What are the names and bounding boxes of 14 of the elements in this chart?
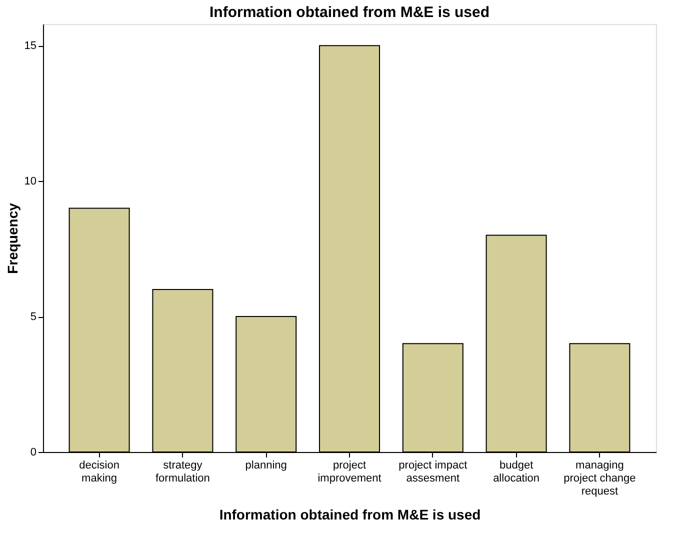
x-tick-label: project improvement <box>318 460 382 484</box>
x-tick-label: planning <box>245 460 287 472</box>
x-tick-label: decision making <box>79 460 120 484</box>
y-tick-label: 0 <box>30 446 36 458</box>
y-tick-label: 5 <box>30 311 36 324</box>
x-axis-title: Information obtained from M&E is used <box>219 506 481 522</box>
chart-title: Information obtained from M&E is used <box>209 4 490 21</box>
y-tick-label: 10 <box>24 176 36 188</box>
x-tick-label: managing project change request <box>564 460 636 498</box>
x-tick-label: project impact assesment <box>398 460 468 484</box>
y-tick-label: 15 <box>24 40 36 52</box>
x-tick-label: strategy formulation <box>155 460 210 484</box>
x-tick-label: budget allocation <box>493 460 540 484</box>
y-axis-title: Frequency <box>4 202 20 274</box>
